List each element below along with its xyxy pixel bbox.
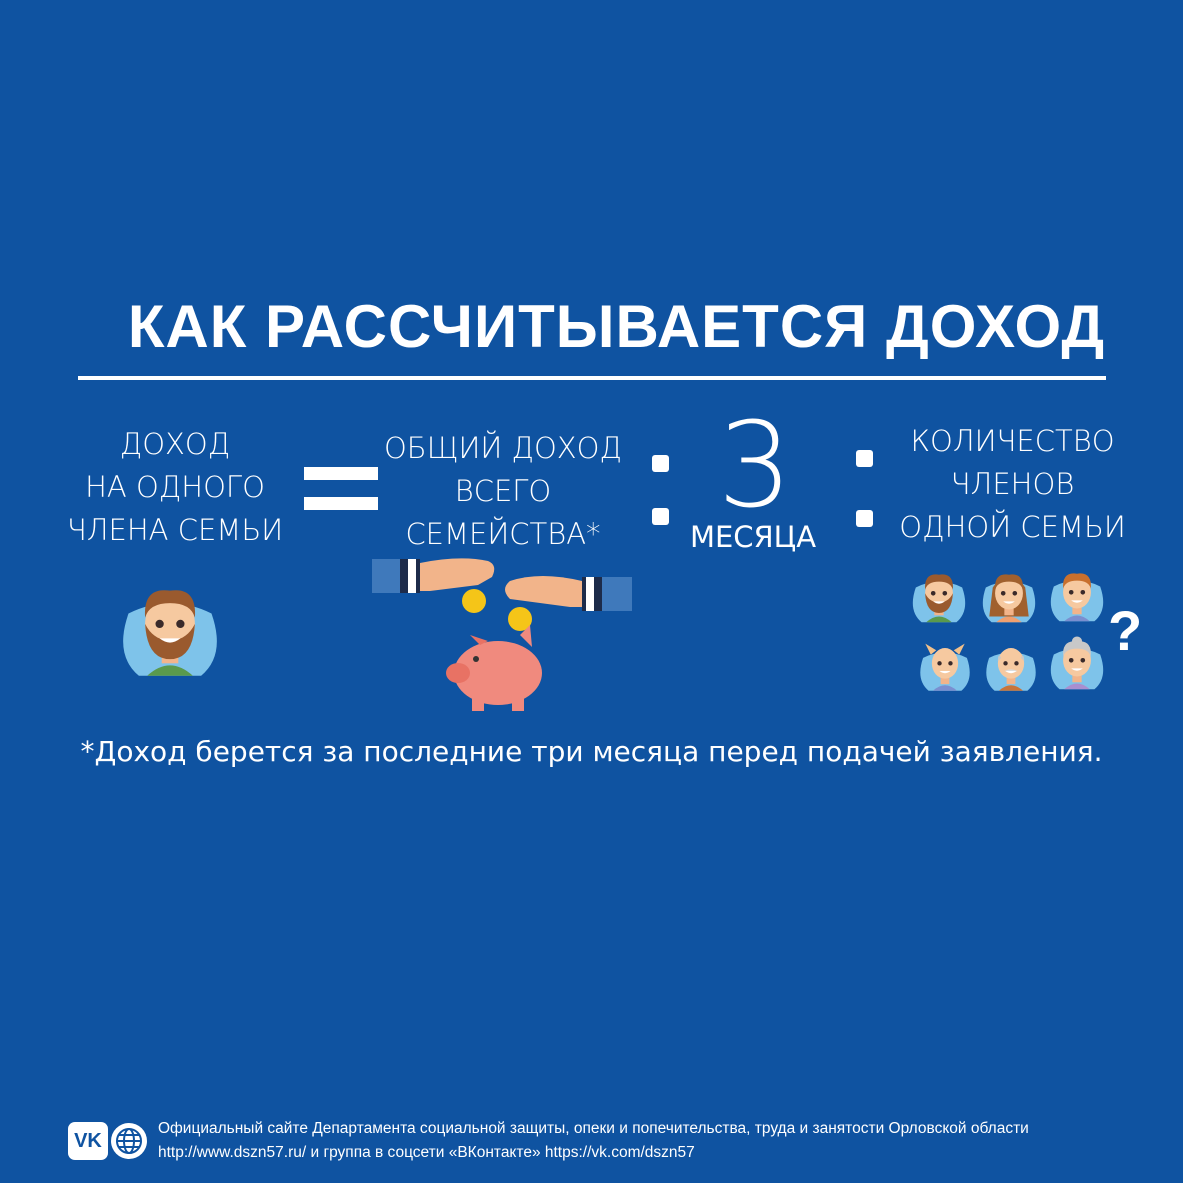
vk-logo-icon[interactable]: VK	[68, 1122, 108, 1160]
question-mark: ?	[1108, 599, 1143, 662]
footer-line-2: http://www.dszn57.ru/ и группа в соцсети…	[158, 1144, 695, 1161]
girl-avatar-icon	[916, 636, 974, 694]
left-line: ДОХОД	[119, 427, 231, 461]
divisor-unit: МЕСЯЦА	[689, 520, 817, 554]
footer-text: Официальный сайте Департамента социально…	[158, 1117, 1029, 1165]
divide-colon-dot	[652, 508, 669, 525]
right-line: ЧЛЕНОВ	[950, 467, 1075, 501]
boy-avatar-icon	[1048, 562, 1106, 626]
right-line: ОДНОЙ СЕМЬИ	[899, 510, 1126, 544]
woman-avatar-icon	[980, 564, 1038, 626]
grandfather-avatar-icon	[982, 636, 1040, 694]
formula-right-text: КОЛИЧЕСТВО ЧЛЕНОВ ОДНОЙ СЕМЬИ	[880, 420, 1145, 549]
divisor-number: 3	[717, 396, 793, 534]
footer-line-1: Официальный сайте Департамента социально…	[158, 1120, 1029, 1137]
bearded-man-avatar-icon	[118, 572, 222, 682]
equals-sign-bottom	[304, 497, 378, 510]
divide-colon-dot	[856, 510, 873, 527]
divide-colon-dot	[856, 450, 873, 467]
middle-line: ОБЩИЙ ДОХОД	[383, 431, 622, 465]
bearded-man-avatar-icon	[910, 564, 968, 626]
left-line: НА ОДНОГО	[85, 470, 265, 504]
formula-left-text: ДОХОД НА ОДНОГО ЧЛЕНА СЕМЬИ	[40, 423, 310, 552]
vk-logo-text: VK	[74, 1130, 102, 1152]
right-line: КОЛИЧЕСТВО	[910, 424, 1115, 458]
formula-middle-text: ОБЩИЙ ДОХОД ВСЕГО СЕМЕЙСТВА*	[370, 427, 636, 556]
equals-sign-top	[304, 467, 378, 480]
hands-coins-piggy-bank-icon	[372, 558, 632, 711]
globe-icon[interactable]	[110, 1122, 148, 1160]
page-title: КАК РАССЧИТЫВАЕТСЯ ДОХОД	[127, 293, 1106, 360]
footnote: *Доход берется за последние три месяца п…	[80, 735, 1103, 768]
middle-line: ВСЕГО	[454, 474, 552, 508]
middle-line: СЕМЕЙСТВА*	[405, 517, 601, 551]
left-line: ЧЛЕНА СЕМЬИ	[66, 513, 284, 547]
divide-colon-dot	[652, 455, 669, 472]
title-underline	[78, 376, 1106, 380]
grandmother-avatar-icon	[1048, 630, 1106, 694]
